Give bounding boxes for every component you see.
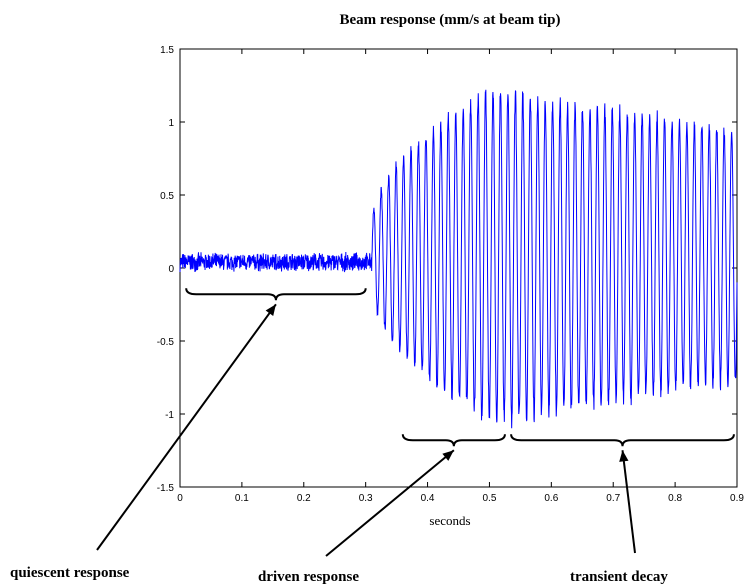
x-tick-label: 0.7 <box>606 493 620 504</box>
x-tick-label: 0.2 <box>297 493 311 504</box>
annotation-label: quiescent response <box>10 565 130 581</box>
x-tick-label: 0.9 <box>730 493 744 504</box>
annotation-label: driven response <box>258 569 359 585</box>
annotations: quiescent response driven response transie… <box>10 288 735 585</box>
y-tick-label: 1 <box>168 118 174 129</box>
chart-title: Beam response (mm/s at beam tip) <box>340 12 561 28</box>
y-tick-label: -1.5 <box>157 483 175 494</box>
axis-ticks: 0 0.1 0.2 0.3 0.4 0.5 0.6 0.7 0.8 0.9 1.5 1 0.5 0 -0.5… <box>157 45 745 504</box>
arrowhead-icon <box>619 450 629 462</box>
x-tick-label: 0.1 <box>235 493 249 504</box>
annotation-arrow <box>621 450 636 554</box>
arrowhead-icon <box>265 304 276 316</box>
y-tick-label: 0.5 <box>160 191 174 202</box>
x-tick-label: 0.4 <box>421 493 435 504</box>
annotation-bracket <box>185 288 367 301</box>
annotation-bracket <box>510 434 735 447</box>
x-tick-label: 0.3 <box>359 493 373 504</box>
y-tick-label: -0.5 <box>157 337 175 348</box>
x-axis-label: seconds <box>429 513 470 528</box>
arrowhead-icon <box>442 450 454 461</box>
y-tick-label: 1.5 <box>160 45 174 56</box>
annotation-arrow <box>96 303 277 551</box>
annotation-arrow <box>325 449 455 557</box>
x-tick-label: 0.8 <box>668 493 682 504</box>
annotation-label: transient decay <box>570 569 668 585</box>
x-tick-label: 0 <box>177 493 183 504</box>
x-tick-label: 0.5 <box>482 493 496 504</box>
y-tick-label: 0 <box>168 264 174 275</box>
y-tick-label: -1 <box>165 410 174 421</box>
x-tick-label: 0.6 <box>544 493 558 504</box>
beam-response-line <box>179 89 738 429</box>
annotation-bracket <box>401 434 506 447</box>
